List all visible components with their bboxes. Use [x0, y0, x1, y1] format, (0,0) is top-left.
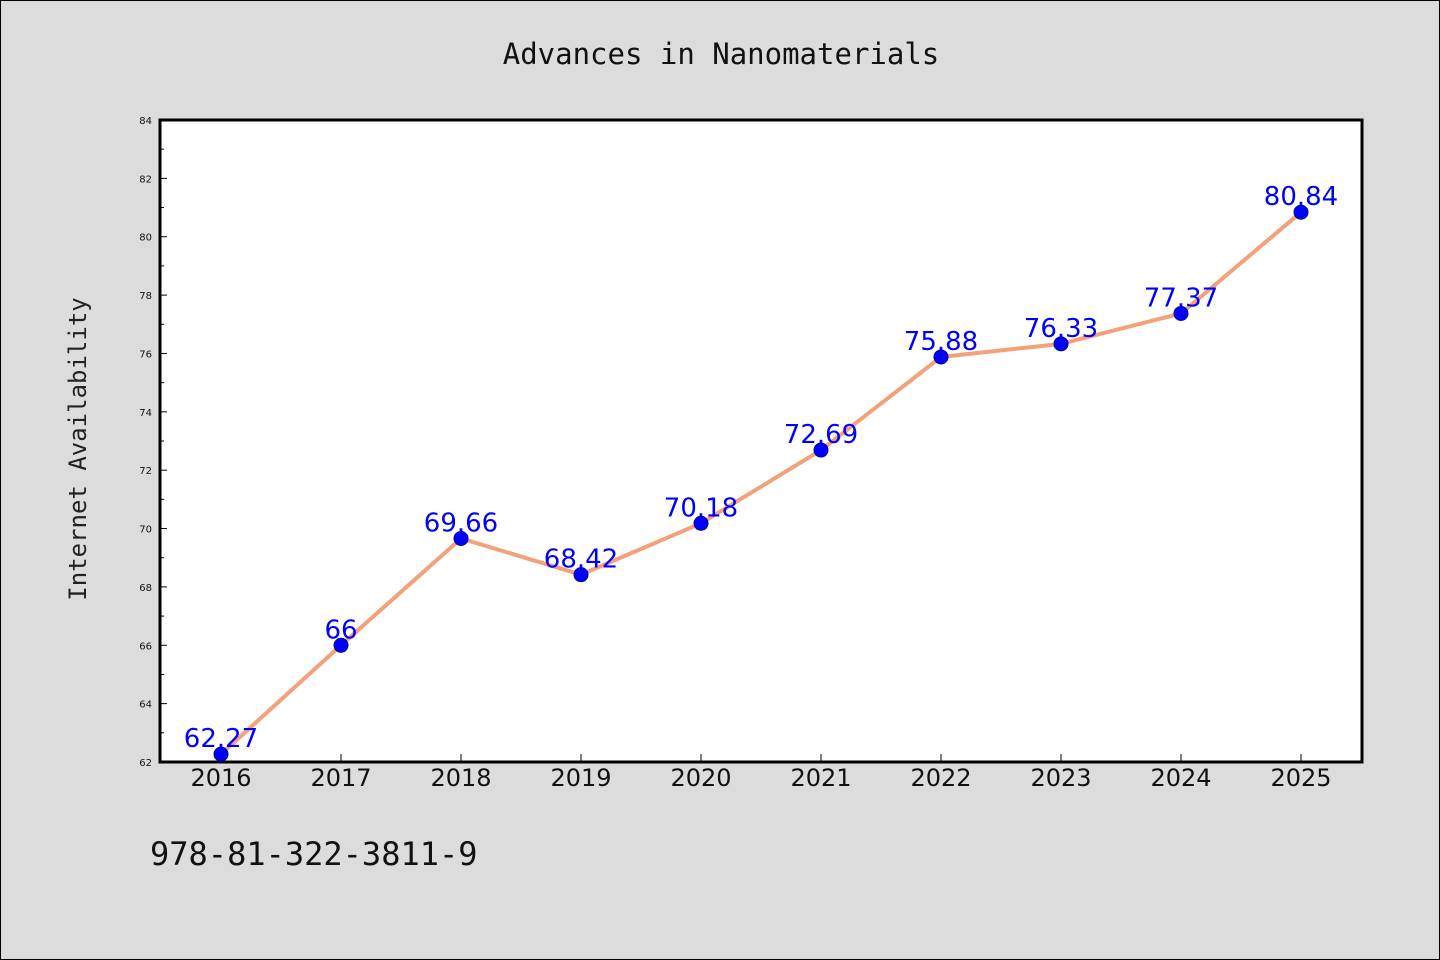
- data-label: 68.42: [544, 545, 618, 575]
- data-label: 66: [324, 615, 357, 645]
- data-point: [1173, 305, 1189, 321]
- y-tick-label: 72: [139, 466, 152, 477]
- x-axis-ticks: 2016 2017 2018 2019 2020 2021 2022 2023 2024 2025: [190, 754, 1332, 792]
- data-point: [333, 637, 349, 653]
- data-labels: 62.27 66 69.66 68.42 70.18 72.69 75.88 76.33 77.…: [184, 182, 1338, 754]
- x-tick-label: 2025: [1270, 764, 1331, 792]
- series-line-group: [219, 210, 1303, 757]
- data-label: 72.69: [784, 420, 858, 450]
- x-tick-label: 2018: [430, 764, 491, 792]
- y-tick-label: 84: [139, 116, 152, 127]
- y-tick-label: 82: [139, 174, 152, 185]
- data-point: [813, 442, 829, 458]
- y-tick-label: 64: [139, 700, 152, 711]
- x-tick-label: 2023: [1030, 764, 1091, 792]
- y-tick-label: 80: [139, 233, 152, 244]
- x-tick-label: 2022: [910, 764, 971, 792]
- data-label: 77.37: [1144, 283, 1218, 313]
- x-tick-label: 2024: [1150, 764, 1211, 792]
- x-tick-label: 2017: [310, 764, 371, 792]
- series-line: [219, 210, 1303, 757]
- y-tick-label: 74: [139, 408, 152, 419]
- data-label: 80.84: [1264, 182, 1338, 212]
- x-tick-label: 2020: [670, 764, 731, 792]
- chart-title: Advances in Nanomaterials: [503, 37, 940, 71]
- data-label: 76.33: [1024, 314, 1098, 344]
- x-tick-label: 2021: [790, 764, 851, 792]
- data-label: 70.18: [664, 493, 738, 523]
- data-point: [933, 349, 949, 365]
- data-markers: [213, 204, 1309, 762]
- data-point: [453, 530, 469, 546]
- y-axis-ticks: 62 64 66 68 70 72 74 76 78 80 82 84: [139, 116, 167, 769]
- x-tick-label: 2016: [190, 764, 251, 792]
- plot-area: [158, 118, 1364, 764]
- y-tick-label: 70: [139, 525, 152, 536]
- data-label: 69.66: [424, 508, 498, 538]
- data-point: [1293, 204, 1309, 220]
- x-tick-label: 2019: [550, 764, 611, 792]
- y-tick-label: 78: [139, 291, 152, 302]
- y-tick-label: 76: [139, 349, 152, 360]
- data-point: [693, 515, 709, 531]
- data-point: [1053, 336, 1069, 352]
- data-point: [213, 746, 229, 762]
- y-tick-label: 66: [139, 641, 152, 652]
- data-label: 62.27: [184, 724, 258, 754]
- y-tick-label: 62: [139, 758, 152, 769]
- y-tick-label: 68: [139, 583, 152, 594]
- data-label: 75.88: [904, 327, 978, 357]
- y-axis-label: Internet Availability: [64, 297, 92, 600]
- isbn-text: 978-81-322-3811-9: [150, 835, 478, 873]
- data-point: [573, 567, 589, 583]
